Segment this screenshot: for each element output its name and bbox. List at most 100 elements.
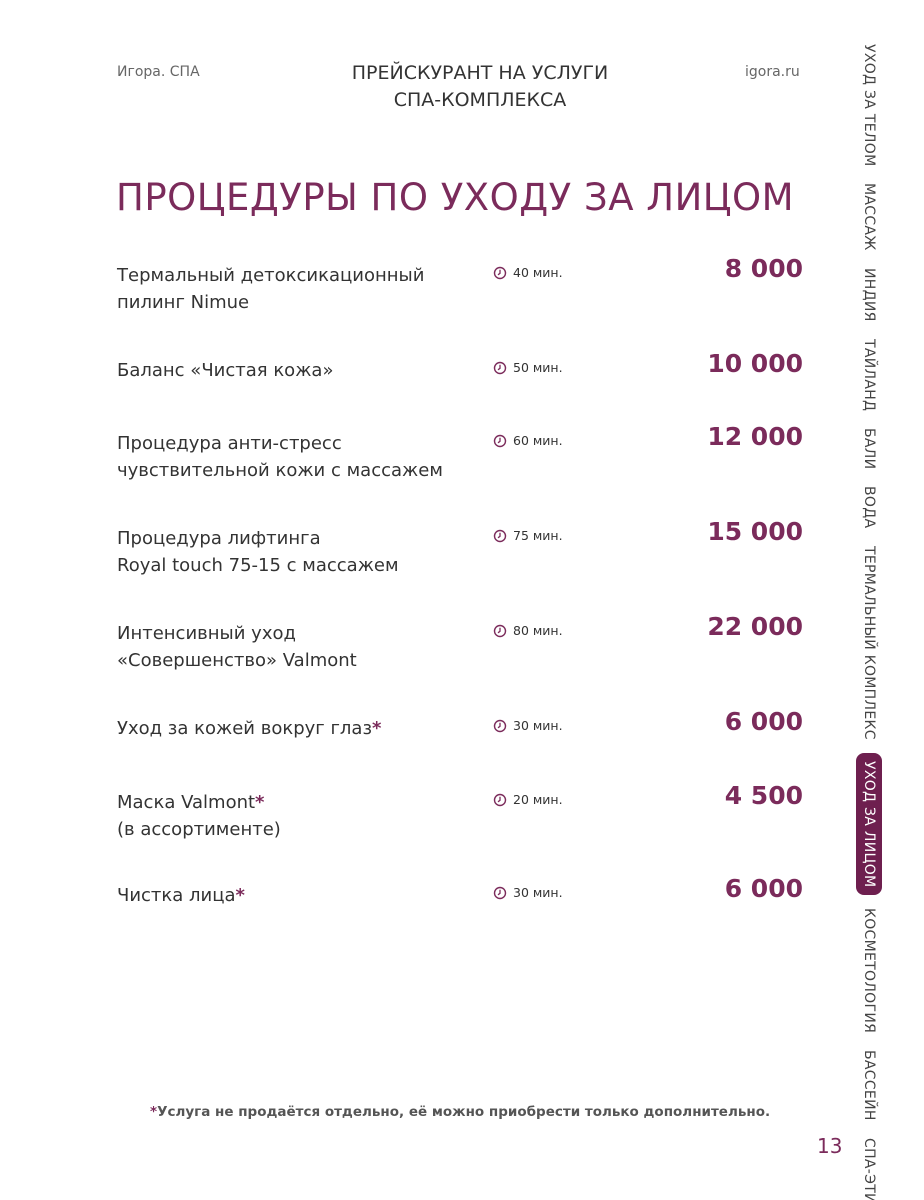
duration-text: 20 мин. — [513, 792, 563, 807]
nav-tab[interactable]: УХОД ЗА ЛИЦОМ — [856, 752, 882, 895]
nav-tab[interactable]: КОСМЕТОЛОГИЯ — [861, 908, 877, 1034]
item-name-line: Уход за кожей вокруг глаз* — [117, 715, 477, 742]
item-name-line: Баланс «Чистая кожа» — [117, 357, 477, 384]
footnote-text: Услуга не продаётся отдельно, её можно п… — [157, 1104, 771, 1120]
item-name-text: Процедура лифтинга — [117, 528, 321, 549]
item-name-text: Термальный детоксикационный — [117, 265, 425, 286]
footnote-mark: * — [150, 1104, 158, 1120]
item-name-text: Маска Valmont — [117, 792, 256, 813]
footnote: *Услуга не продаётся отдельно, её можно … — [150, 1104, 770, 1120]
item-name: Интенсивный уход «Совершенство» Valmont — [117, 620, 477, 674]
price-item: Интенсивный уход «Совершенство» Valmont 80… — [117, 612, 807, 674]
item-name: Процедура анти-стресс чувствительной кожи… — [117, 430, 477, 484]
clock-icon — [493, 719, 507, 732]
price: 6 000 — [724, 874, 803, 903]
item-name-text: Чистка лица — [117, 885, 236, 906]
note-mark: * — [372, 718, 382, 739]
duration-text: 80 мин. — [513, 623, 563, 638]
item-name: Чистка лица* — [117, 882, 477, 909]
nav-tab[interactable]: ТЕРМАЛЬНЫЙ КОМПЛЕКС — [861, 545, 877, 740]
duration-text: 50 мин. — [513, 360, 563, 375]
duration: 20 мин. — [493, 792, 563, 807]
duration: 75 мин. — [493, 528, 563, 543]
item-name-line: Термальный детоксикационный — [117, 262, 477, 289]
clock-icon — [493, 886, 507, 899]
item-name: Термальный детоксикационный пилинг Nimue — [117, 262, 477, 316]
clock-icon — [493, 624, 507, 637]
nav-tab[interactable]: УХОД ЗА ТЕЛОМ — [861, 44, 877, 167]
price: 8 000 — [724, 254, 803, 283]
price: 6 000 — [724, 707, 803, 736]
page-number: 13 — [817, 1134, 843, 1158]
nav-tab[interactable]: ИНДИЯ — [861, 268, 877, 322]
nav-tab[interactable]: БАЛИ — [861, 428, 877, 470]
item-name-text: «Совершенство» Valmont — [117, 650, 357, 671]
doc-title: ПРЕЙСКУРАНТ НА УСЛУГИ СПА-КОМПЛЕКСА — [300, 60, 660, 114]
price-item: Процедура лифтинга Royal touch 75-15 с ма… — [117, 517, 807, 579]
nav-tab[interactable]: ВОДА — [861, 486, 877, 529]
section-title: ПРОЦЕДУРЫ ПО УХОДУ ЗА ЛИЦОМ — [116, 176, 795, 219]
item-name-text: (в ассортименте) — [117, 819, 281, 840]
duration: 30 мин. — [493, 885, 563, 900]
item-name-text: Royal touch 75-15 с массажем — [117, 555, 399, 576]
duration-text: 30 мин. — [513, 885, 563, 900]
note-mark: * — [235, 885, 245, 906]
brand: Игора. СПА — [117, 64, 200, 80]
duration-text: 60 мин. — [513, 433, 563, 448]
clock-icon — [493, 434, 507, 447]
item-name-text: Уход за кожей вокруг глаз — [117, 718, 373, 739]
price: 12 000 — [707, 422, 803, 451]
item-name-text: Процедура анти-стресс — [117, 433, 342, 454]
nav-tab[interactable]: СПА-ЭТИКЕТ — [861, 1137, 877, 1200]
nav-tab[interactable]: БАССЕЙН — [861, 1050, 877, 1121]
doc-title-line: ПРЕЙСКУРАНТ НА УСЛУГИ — [351, 62, 609, 84]
item-name-text: чувствительной кожи с массажем — [117, 460, 443, 481]
item-name-line: Интенсивный уход — [117, 620, 477, 647]
item-name: Маска Valmont* (в ассортименте) — [117, 789, 477, 843]
duration-text: 30 мин. — [513, 718, 563, 733]
duration: 80 мин. — [493, 623, 563, 638]
duration-text: 75 мин. — [513, 528, 563, 543]
item-name: Процедура лифтинга Royal touch 75-15 с ма… — [117, 525, 477, 579]
price-item: Баланс «Чистая кожа» 50 мин. 10 000 — [117, 349, 807, 384]
clock-icon — [493, 793, 507, 806]
price-item: Уход за кожей вокруг глаз* 30 мин. 6 000 — [117, 707, 807, 742]
duration: 60 мин. — [493, 433, 563, 448]
side-nav: УХОД ЗА ТЕЛОМ МАССАЖ ИНДИЯ ТАЙЛАНД БАЛИ ВОДА Т… — [856, 40, 882, 1200]
site-link[interactable]: igora.ru — [745, 64, 800, 80]
duration: 40 мин. — [493, 265, 563, 280]
item-name-line: «Совершенство» Valmont — [117, 647, 477, 674]
price: 22 000 — [707, 612, 803, 641]
price: 15 000 — [707, 517, 803, 546]
nav-tab[interactable]: МАССАЖ — [861, 183, 877, 252]
clock-icon — [493, 361, 507, 374]
clock-icon — [493, 266, 507, 279]
item-name-line: Чистка лица* — [117, 882, 477, 909]
item-name: Баланс «Чистая кожа» — [117, 357, 477, 384]
clock-icon — [493, 529, 507, 542]
item-name-text: Баланс «Чистая кожа» — [117, 360, 334, 381]
item-name-line: пилинг Nimue — [117, 289, 477, 316]
item-name: Уход за кожей вокруг глаз* — [117, 715, 477, 742]
price-item: Чистка лица* 30 мин. 6 000 — [117, 874, 807, 909]
duration: 30 мин. — [493, 718, 563, 733]
price-item: Процедура анти-стресс чувствительной кожи… — [117, 422, 807, 484]
item-name-line: (в ассортименте) — [117, 816, 477, 843]
item-name-text: Интенсивный уход — [117, 623, 296, 644]
price-item: Маска Valmont* (в ассортименте) 20 мин. 4 5… — [117, 781, 807, 843]
doc-title-line: СПА-КОМПЛЕКСА — [393, 89, 567, 111]
price: 4 500 — [724, 781, 803, 810]
item-name-line: чувствительной кожи с массажем — [117, 457, 477, 484]
note-mark: * — [255, 792, 265, 813]
duration: 50 мин. — [493, 360, 563, 375]
nav-tab[interactable]: ТАЙЛАНД — [861, 338, 877, 412]
item-name-line: Процедура лифтинга — [117, 525, 477, 552]
item-name-line: Процедура анти-стресс — [117, 430, 477, 457]
price-item: Термальный детоксикационный пилинг Nimue 4… — [117, 254, 807, 316]
price: 10 000 — [707, 349, 803, 378]
item-name-line: Маска Valmont* — [117, 789, 477, 816]
item-name-line: Royal touch 75-15 с массажем — [117, 552, 477, 579]
item-name-text: пилинг Nimue — [117, 292, 250, 313]
duration-text: 40 мин. — [513, 265, 563, 280]
